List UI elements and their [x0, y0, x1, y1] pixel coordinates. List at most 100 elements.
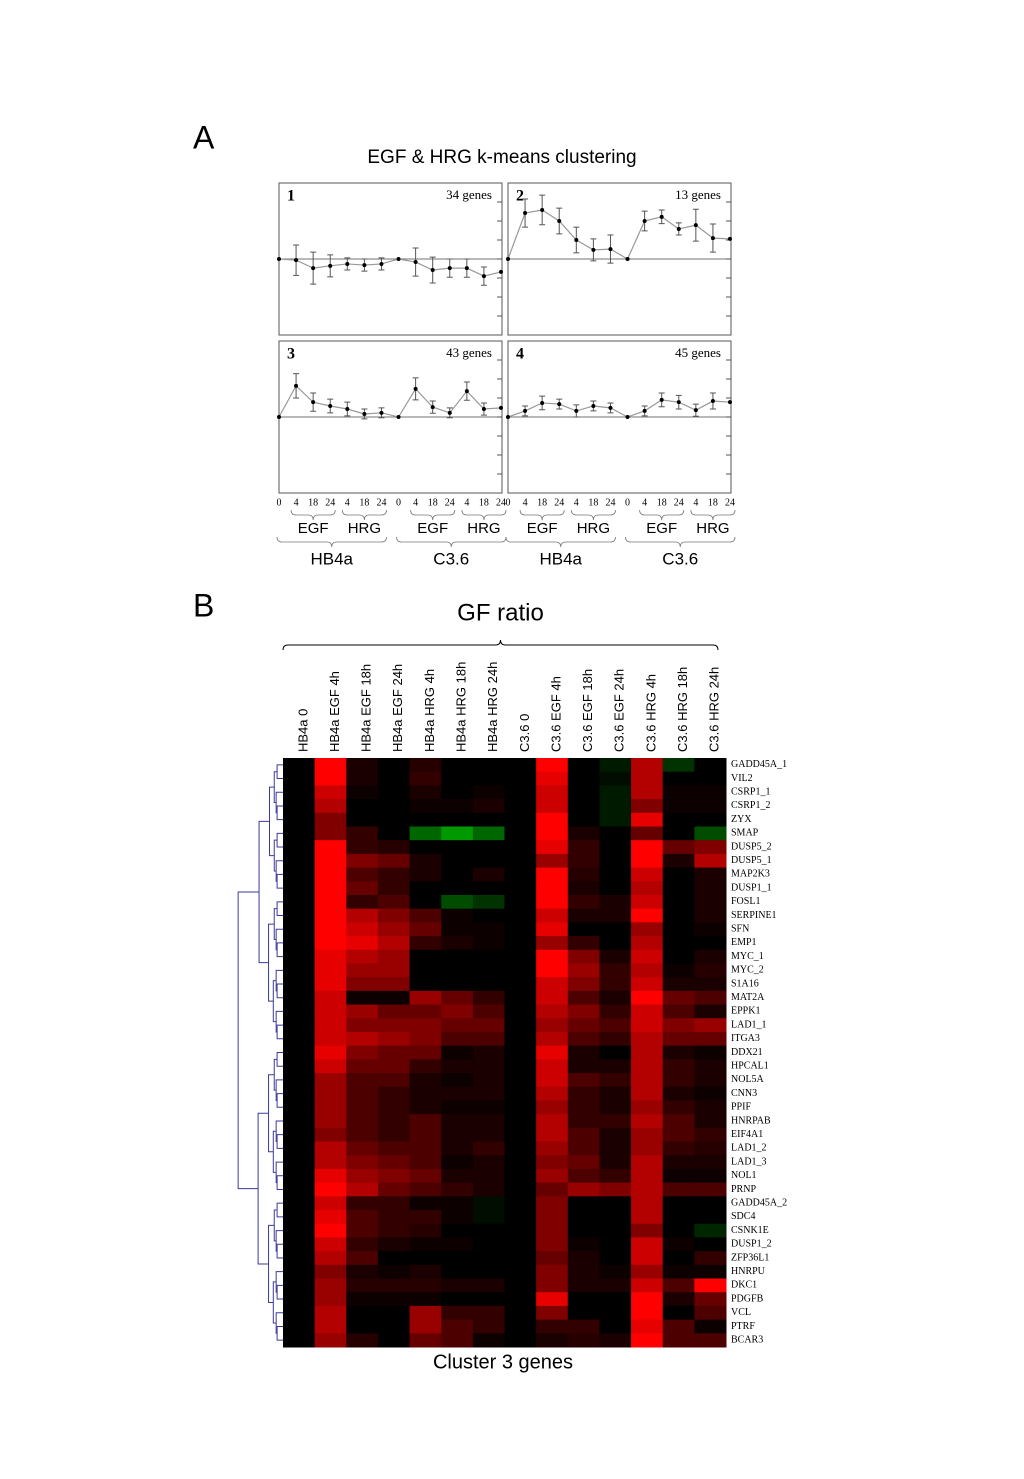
heatmap-cell [441, 785, 474, 800]
heatmap-cell [377, 1196, 411, 1211]
x-tick-label: 4 [574, 497, 579, 508]
column-label: HB4a EGF 18h [359, 664, 374, 752]
heatmap-cell [377, 1155, 411, 1170]
heatmap-cell [694, 894, 727, 910]
heatmap-cell [283, 1114, 316, 1129]
heatmap-cell [409, 922, 442, 937]
heatmap-cell [599, 1237, 632, 1252]
x-tick-label: 4 [345, 497, 350, 508]
heatmap-cell [599, 908, 632, 923]
heatmap-cell [472, 1086, 505, 1101]
data-point [642, 408, 647, 413]
heatmap-cell [662, 1305, 695, 1321]
heatmap-cell [409, 1059, 442, 1074]
heatmap-cell [662, 1182, 695, 1197]
heatmap-cell [631, 799, 664, 814]
dendrogram-branch [276, 901, 283, 917]
heatmap-cell [346, 840, 379, 855]
heatmap-cell [536, 758, 569, 773]
heatmap-cell [504, 1223, 537, 1238]
heatmap-cell [472, 1168, 505, 1184]
heatmap-cell [662, 1114, 695, 1129]
heatmap-cell [346, 1155, 379, 1170]
heatmap-cell [283, 1278, 316, 1293]
heatmap-cell [504, 785, 537, 800]
heatmap-cell [314, 949, 347, 964]
cluster-number: 2 [516, 188, 524, 205]
heatmap-cell [504, 1141, 537, 1156]
heatmap-cell [694, 881, 727, 896]
heatmap-cell [346, 1100, 379, 1115]
heatmap-cell [504, 1004, 537, 1019]
heatmap-cell [283, 1100, 316, 1115]
heatmap-cell [504, 1210, 537, 1225]
row-label: LAD1_1 [731, 1019, 767, 1030]
heatmap-cell [377, 812, 411, 827]
heatmap-cell [441, 1168, 474, 1184]
heatmap-cell [314, 799, 347, 814]
heatmap-cell [409, 799, 442, 814]
heatmap-cell [441, 1018, 474, 1033]
row-label: FOSL1 [731, 896, 760, 907]
panel-label: B [193, 587, 214, 623]
data-point [328, 403, 333, 408]
row-label: MYC_2 [731, 965, 764, 976]
data-point [676, 226, 681, 231]
cell-line-brace [505, 536, 616, 548]
heatmap-cell [662, 1333, 695, 1348]
heatmap-cell [567, 799, 600, 814]
heatmap-cell [283, 758, 316, 773]
heatmap-cell [694, 1182, 727, 1197]
heatmap-cell [409, 840, 442, 855]
heatmap-cell [283, 799, 316, 814]
heatmap-cell [662, 1086, 695, 1101]
heatmap-cell [346, 1305, 379, 1321]
heatmap-xlabel: Cluster 3 genes [433, 1351, 573, 1373]
heatmap-cell [504, 826, 537, 841]
row-label: DDX21 [731, 1047, 763, 1058]
row-label: ITGA3 [731, 1033, 760, 1044]
row-label: SMAP [731, 828, 759, 839]
x-tick-label: 4 [523, 497, 528, 508]
column-label: C3.6 HRG 4h [643, 674, 658, 752]
heatmap-cell [536, 799, 569, 814]
heatmap-cell [346, 771, 379, 786]
heatmap-cell [567, 990, 600, 1006]
heatmap-cell [567, 1045, 600, 1060]
heatmap-cell [377, 1182, 411, 1197]
heatmap-cell [409, 812, 442, 827]
heatmap-cell [283, 1018, 316, 1033]
heatmap-cell [504, 908, 537, 923]
heatmap-cell [567, 977, 600, 992]
heatmap-cell [472, 936, 505, 951]
heatmap-cell [536, 990, 569, 1006]
heatmap-cell [504, 1305, 537, 1321]
heatmap-cell [441, 771, 474, 786]
heatmap-cell [662, 1004, 695, 1019]
heatmap-cell [631, 771, 664, 786]
row-label: EIF4A1 [731, 1129, 763, 1140]
data-point [659, 397, 664, 402]
heatmap-cell [409, 949, 442, 964]
row-label: DUSP5_2 [731, 841, 772, 852]
heatmap-cell [536, 1278, 569, 1293]
heatmap-cell [504, 1319, 537, 1334]
column-label: HB4a EGF 24h [390, 664, 405, 752]
group-label: HRG [577, 520, 610, 537]
dendrogram-branch [276, 1134, 283, 1149]
x-tick-label: 18 [479, 497, 489, 508]
heatmap-cell [536, 949, 569, 964]
heatmap-cell [504, 867, 537, 882]
heatmap-cell [441, 840, 474, 855]
heatmap-cell [346, 1292, 379, 1307]
heatmap-cell [314, 922, 347, 937]
heatmap-cell [599, 1141, 632, 1156]
x-tick-label: 4 [693, 497, 698, 508]
heatmap-cell [567, 881, 600, 896]
heatmap-cell [314, 1223, 347, 1238]
heatmap-cell [694, 1059, 727, 1074]
heatmap-cell [536, 922, 569, 937]
heatmap-cell [599, 1168, 632, 1184]
data-point [481, 407, 486, 412]
row-label: GADD45A_1 [731, 759, 787, 770]
